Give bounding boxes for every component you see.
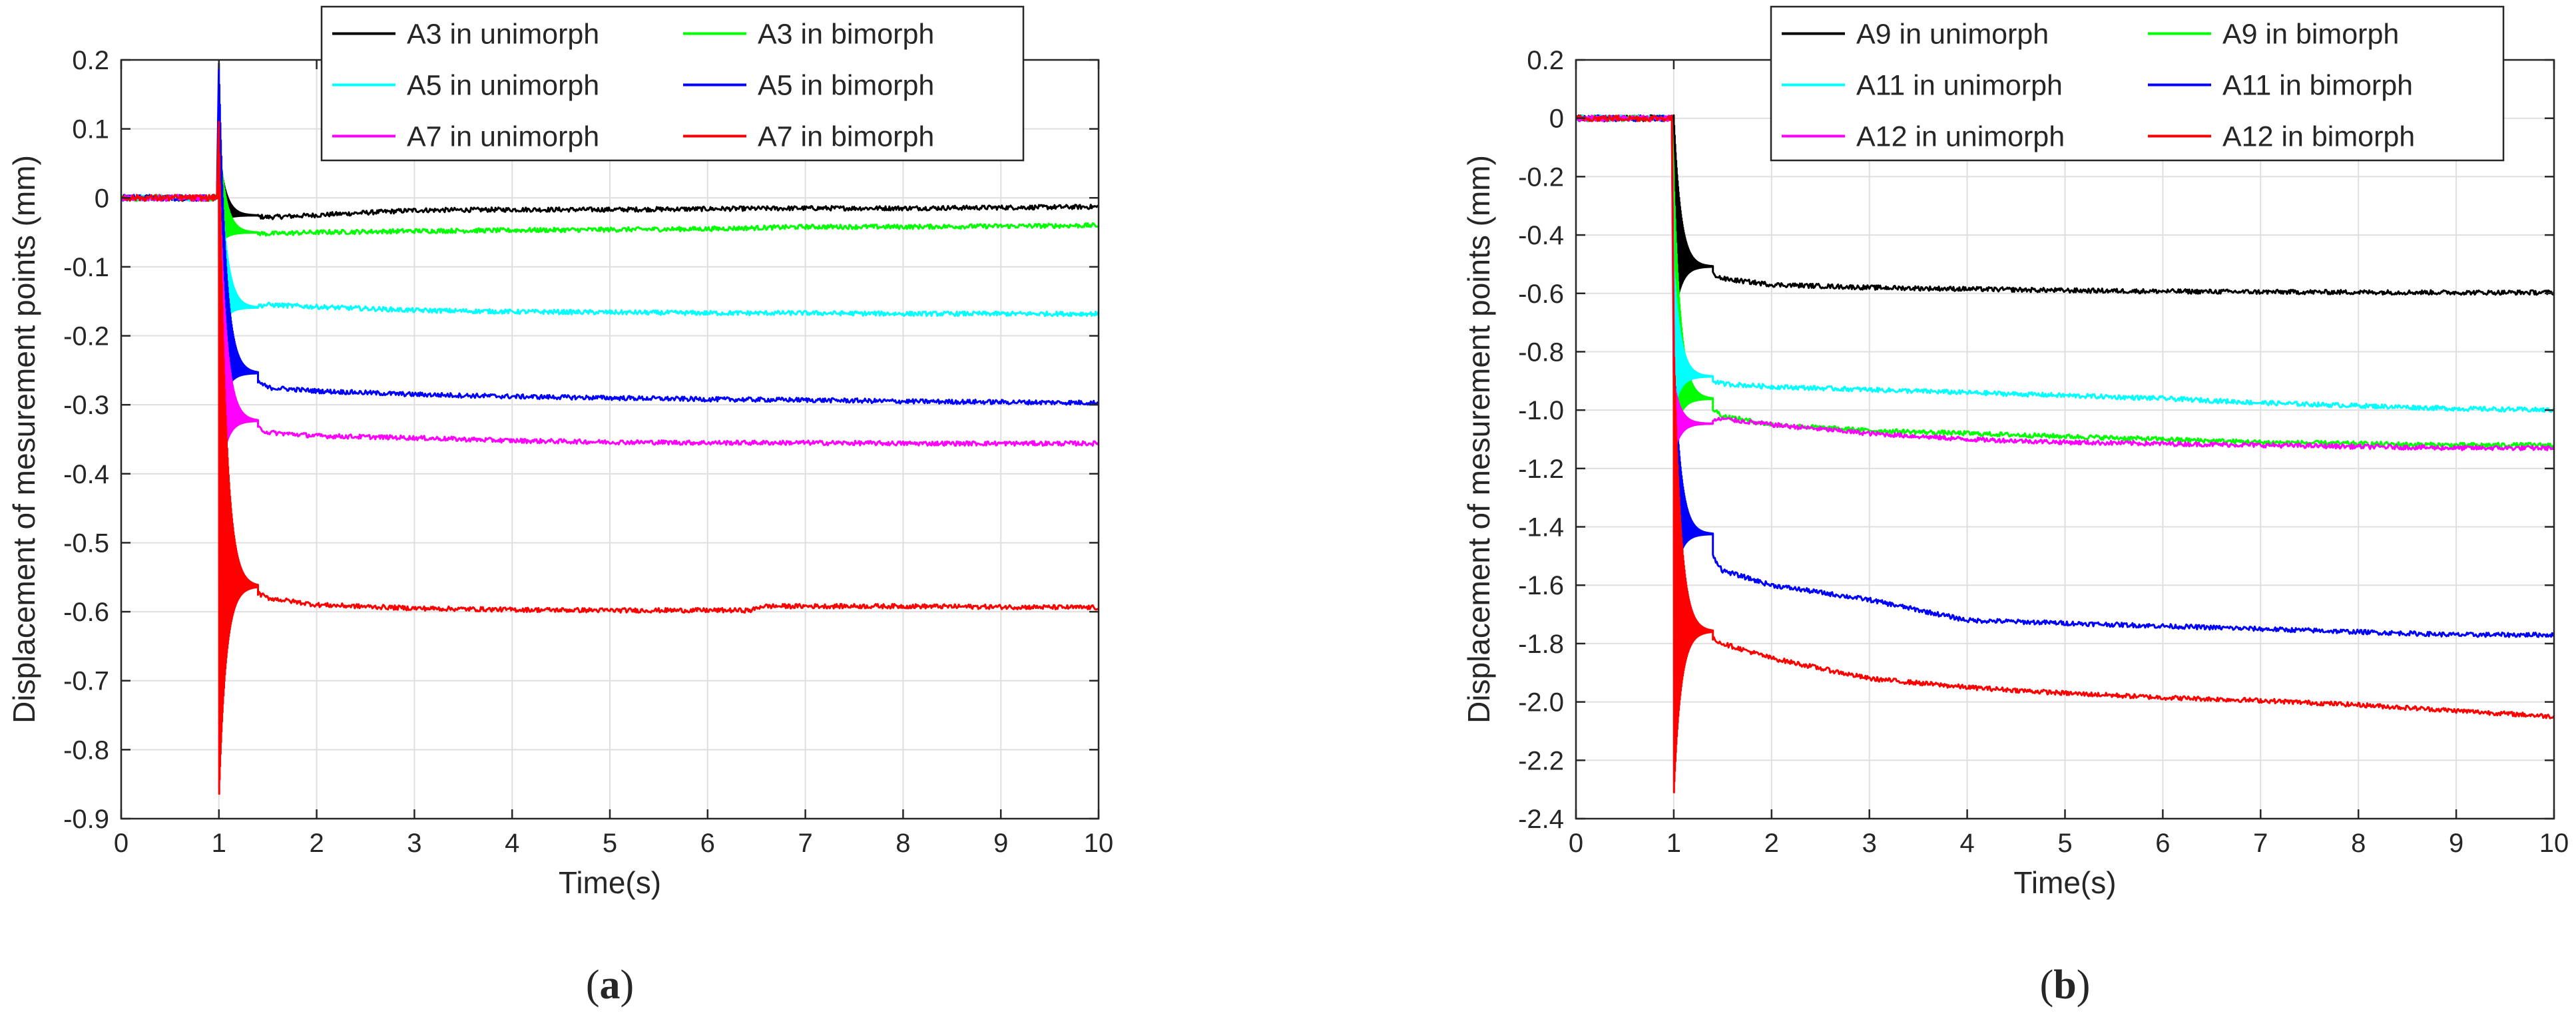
x-tick-label: 2 bbox=[1764, 829, 1779, 858]
legend-box bbox=[320, 5, 1025, 162]
series-line bbox=[121, 134, 1099, 247]
x-axis-label: Time(s) bbox=[559, 865, 661, 900]
legend-label: A7 in unimorph bbox=[407, 121, 599, 153]
y-tick-label: -2.2 bbox=[1518, 746, 1564, 775]
caption-letter: b bbox=[2053, 962, 2076, 1008]
series-line bbox=[1576, 114, 2554, 454]
caption-paren-open: ( bbox=[2040, 962, 2054, 1008]
x-tick-label: 6 bbox=[2155, 829, 2170, 858]
series-line bbox=[121, 148, 1099, 226]
series-group bbox=[121, 62, 1099, 795]
y-tick-label: -0.3 bbox=[63, 391, 109, 420]
x-tick-label: 9 bbox=[993, 829, 1008, 858]
legend-label: A11 in unimorph bbox=[1856, 70, 2063, 102]
series-line bbox=[121, 62, 1099, 425]
y-tick-label: -0.9 bbox=[63, 805, 109, 834]
legend-label: A5 in bimorph bbox=[758, 70, 934, 102]
legend-label: A7 in bimorph bbox=[758, 121, 934, 153]
x-tick-label: 1 bbox=[212, 829, 226, 858]
legend-label: A9 in unimorph bbox=[1856, 19, 2049, 51]
legend-box bbox=[1770, 5, 2505, 162]
legend-label: A5 in unimorph bbox=[407, 70, 599, 102]
x-tick-label: 3 bbox=[407, 829, 421, 858]
series-line bbox=[1576, 114, 2554, 413]
legend: A3 in unimorph A3 in bimorph A5 in unimorp… bbox=[320, 5, 1025, 162]
series-line bbox=[121, 120, 1099, 795]
x-tick-label: 9 bbox=[2449, 829, 2463, 858]
legend: A9 in unimorph A9 in bimorph A11 in unimor… bbox=[1770, 5, 2505, 162]
legend-label: A3 in bimorph bbox=[758, 19, 934, 51]
series-line bbox=[121, 128, 1099, 336]
y-axis-label: Displacement of mesurement points (mm) bbox=[7, 155, 41, 723]
chart-panel-b: 0 1 2 3 4 5 6 7 8 9 10 0.2 0 -0.2 -0.4 -0.6 -0.8 -1.0 -1.2… bbox=[1461, 5, 2569, 1008]
x-tick-label: 0 bbox=[1569, 829, 1583, 858]
x-tick-label: 10 bbox=[2539, 829, 2569, 858]
x-tick-label: 4 bbox=[505, 829, 519, 858]
y-tick-label: 0.1 bbox=[72, 115, 109, 144]
y-tick-label: -0.4 bbox=[63, 460, 109, 489]
x-tick-label: 4 bbox=[1959, 829, 1974, 858]
x-axis-label: Time(s) bbox=[2013, 865, 2116, 900]
legend-label: A11 in bimorph bbox=[2222, 70, 2413, 102]
chart-panel-a: 0 1 2 3 4 5 6 7 8 9 10 0.2 0.1 0 -0.1 -0.2 -0.3 -0.4 -0.5 -… bbox=[7, 5, 1114, 1008]
y-tick-label: 0.2 bbox=[72, 46, 109, 75]
y-tick-label: -1.4 bbox=[1518, 513, 1564, 542]
y-tick-label: 0.2 bbox=[1527, 46, 1564, 75]
y-tick-label: -0.7 bbox=[63, 667, 109, 696]
y-tick-label: -1.8 bbox=[1518, 630, 1564, 659]
panel-caption: (a) bbox=[586, 962, 634, 1008]
series-line bbox=[1576, 114, 2554, 449]
y-tick-label: -1.2 bbox=[1518, 455, 1564, 484]
y-tick-label: -2.0 bbox=[1518, 688, 1564, 717]
y-tick-label: -0.1 bbox=[63, 253, 109, 282]
y-tick-label: -0.2 bbox=[63, 322, 109, 351]
caption-letter: a bbox=[600, 962, 621, 1008]
y-tick-label: -0.2 bbox=[1518, 162, 1564, 192]
x-tick-label: 1 bbox=[1667, 829, 1681, 858]
y-axis-label: Displacement of mesurement points (mm) bbox=[1461, 155, 1496, 723]
series-line bbox=[1576, 114, 2554, 638]
x-tick-label: 6 bbox=[700, 829, 715, 858]
y-tick-label: 0 bbox=[1549, 104, 1564, 134]
x-tick-label: 8 bbox=[896, 829, 910, 858]
y-tick-label: -0.8 bbox=[63, 735, 109, 765]
y-tick-label: -0.4 bbox=[1518, 221, 1564, 250]
x-tick-label: 7 bbox=[2253, 829, 2268, 858]
x-tick-label: 8 bbox=[2351, 829, 2366, 858]
y-tick-label: -0.6 bbox=[63, 598, 109, 627]
y-tick-label: -1.0 bbox=[1518, 396, 1564, 425]
y-tick-label: -0.5 bbox=[63, 528, 109, 558]
x-tick-label: 5 bbox=[603, 829, 617, 858]
legend-label: A9 in bimorph bbox=[2222, 19, 2399, 51]
y-tick-label: -0.6 bbox=[1518, 280, 1564, 309]
x-tick-label: 10 bbox=[1084, 829, 1114, 858]
series-line bbox=[1576, 114, 2554, 793]
y-tick-label: -0.8 bbox=[1518, 337, 1564, 367]
y-tick-label: -2.4 bbox=[1518, 805, 1564, 834]
legend-label: A12 in unimorph bbox=[1856, 121, 2065, 153]
x-tick-label: 0 bbox=[114, 829, 129, 858]
caption-paren-close: ) bbox=[621, 962, 635, 1008]
legend-label: A3 in unimorph bbox=[407, 19, 599, 51]
legend-label: A12 in bimorph bbox=[2222, 121, 2415, 153]
x-tick-label: 7 bbox=[798, 829, 812, 858]
y-tick-label: 0 bbox=[95, 184, 109, 213]
x-tick-label: 3 bbox=[1862, 829, 1877, 858]
caption-paren-close: ) bbox=[2077, 962, 2091, 1008]
series-group bbox=[1576, 114, 2554, 793]
series-line bbox=[121, 155, 1099, 487]
series-line bbox=[1576, 114, 2554, 322]
caption-paren-open: ( bbox=[586, 962, 600, 1008]
y-tick-label: -1.6 bbox=[1518, 571, 1564, 600]
x-tick-label: 5 bbox=[2057, 829, 2072, 858]
x-tick-label: 2 bbox=[309, 829, 324, 858]
panel-caption: (b) bbox=[2040, 962, 2091, 1008]
